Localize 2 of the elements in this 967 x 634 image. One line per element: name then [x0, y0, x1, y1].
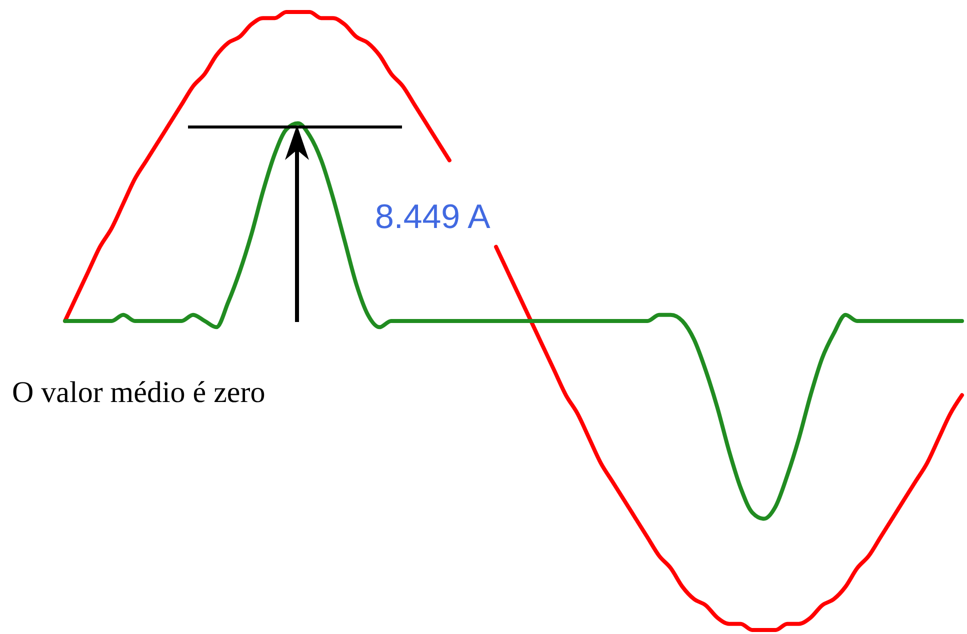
annotation: O valor médio é zero [12, 376, 266, 409]
annotation: 8.449 A [375, 198, 491, 236]
